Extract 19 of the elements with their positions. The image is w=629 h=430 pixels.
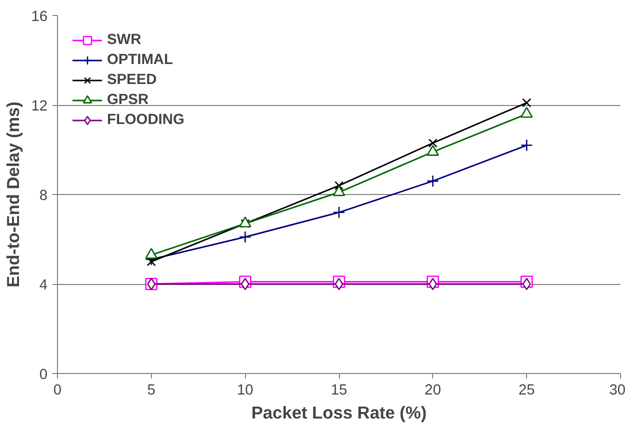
legend-label: FLOODING <box>107 112 184 128</box>
legend-label: SWR <box>107 32 142 48</box>
x-tick-label: 5 <box>147 382 156 398</box>
y-tick-label: 12 <box>31 98 48 114</box>
y-tick-label: 16 <box>31 9 48 25</box>
y-tick-label: 8 <box>39 188 48 204</box>
x-tick-label: 10 <box>237 382 254 398</box>
x-tick-label: 15 <box>330 382 348 398</box>
legend-label: OPTIMAL <box>107 52 173 68</box>
x-tick-label: 20 <box>424 382 441 398</box>
x-tick-label: 0 <box>53 382 62 398</box>
y-tick-label: 0 <box>39 367 48 383</box>
y-tick-label: 4 <box>39 278 48 294</box>
x-tick-label: 30 <box>609 382 626 398</box>
y-axis-title: End-to-End Delay (ms) <box>3 102 24 288</box>
legend-label: GPSR <box>107 92 149 108</box>
legend-label: SPEED <box>107 72 157 88</box>
x-tick-label: 25 <box>518 382 535 398</box>
x-axis-title: Packet Loss Rate (%) <box>251 402 427 422</box>
